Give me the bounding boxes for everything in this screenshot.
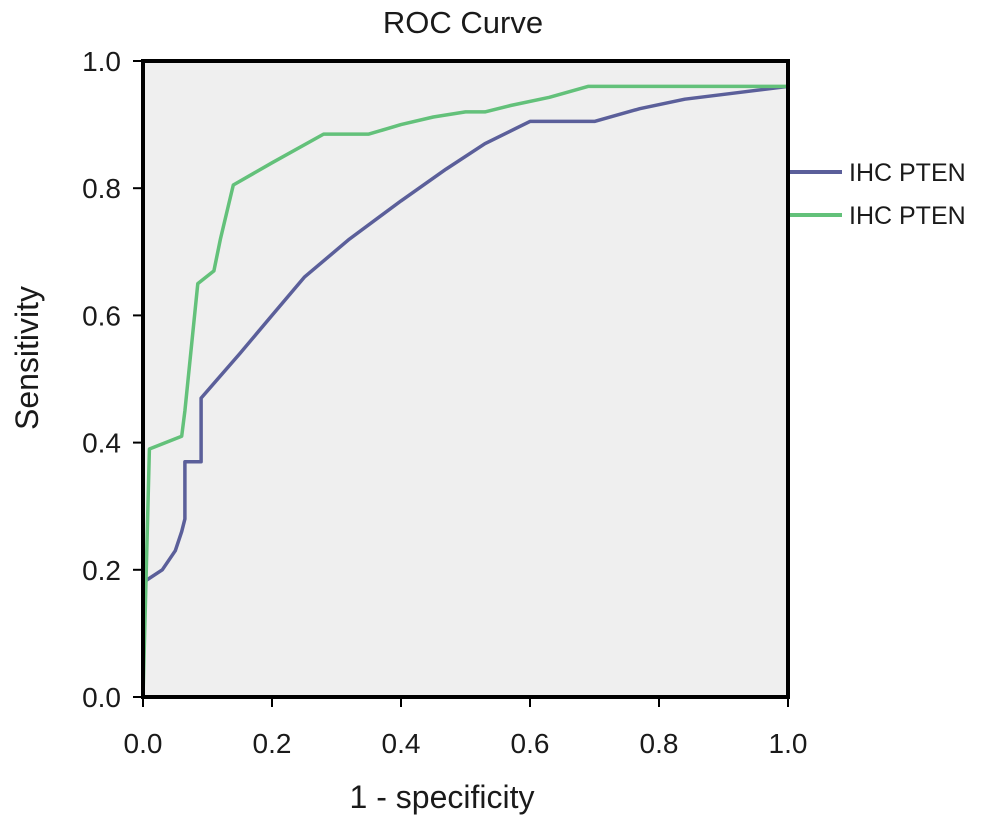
legend-label-2: IHC PTEN <box>849 202 966 230</box>
chart-title: ROC Curve <box>383 5 543 40</box>
x-axis-ticks: 0.0 0.2 0.4 0.6 0.8 1.0 <box>124 697 808 759</box>
y-tick-label: 1.0 <box>82 46 121 77</box>
plot-area <box>143 61 788 697</box>
series-layer <box>141 84 790 699</box>
y-axis-label: Sensitivity <box>9 286 45 430</box>
x-tick-label: 0.6 <box>511 728 550 759</box>
y-tick-label: 0.6 <box>82 300 121 331</box>
x-tick-label: 0.4 <box>382 728 421 759</box>
x-tick-label: 0.0 <box>124 728 163 759</box>
y-tick-label: 0.0 <box>82 682 121 713</box>
series-line-1 <box>141 84 790 699</box>
legend-label-1: IHC PTEN <box>849 159 966 187</box>
y-tick-label: 0.2 <box>82 555 121 586</box>
x-tick-label: 1.0 <box>769 728 808 759</box>
legend: IHC PTEN IHC PTEN <box>790 159 966 230</box>
x-axis-label: 1 - specificity <box>350 779 535 815</box>
x-tick-label: 0.8 <box>640 728 679 759</box>
y-axis-ticks: 0.0 0.2 0.4 0.6 0.8 1.0 <box>82 46 143 713</box>
series-line-2 <box>141 84 790 699</box>
plot-frame <box>141 59 790 699</box>
x-tick-label: 0.2 <box>253 728 292 759</box>
y-tick-label: 0.4 <box>82 428 121 459</box>
y-tick-label: 0.8 <box>82 173 121 204</box>
